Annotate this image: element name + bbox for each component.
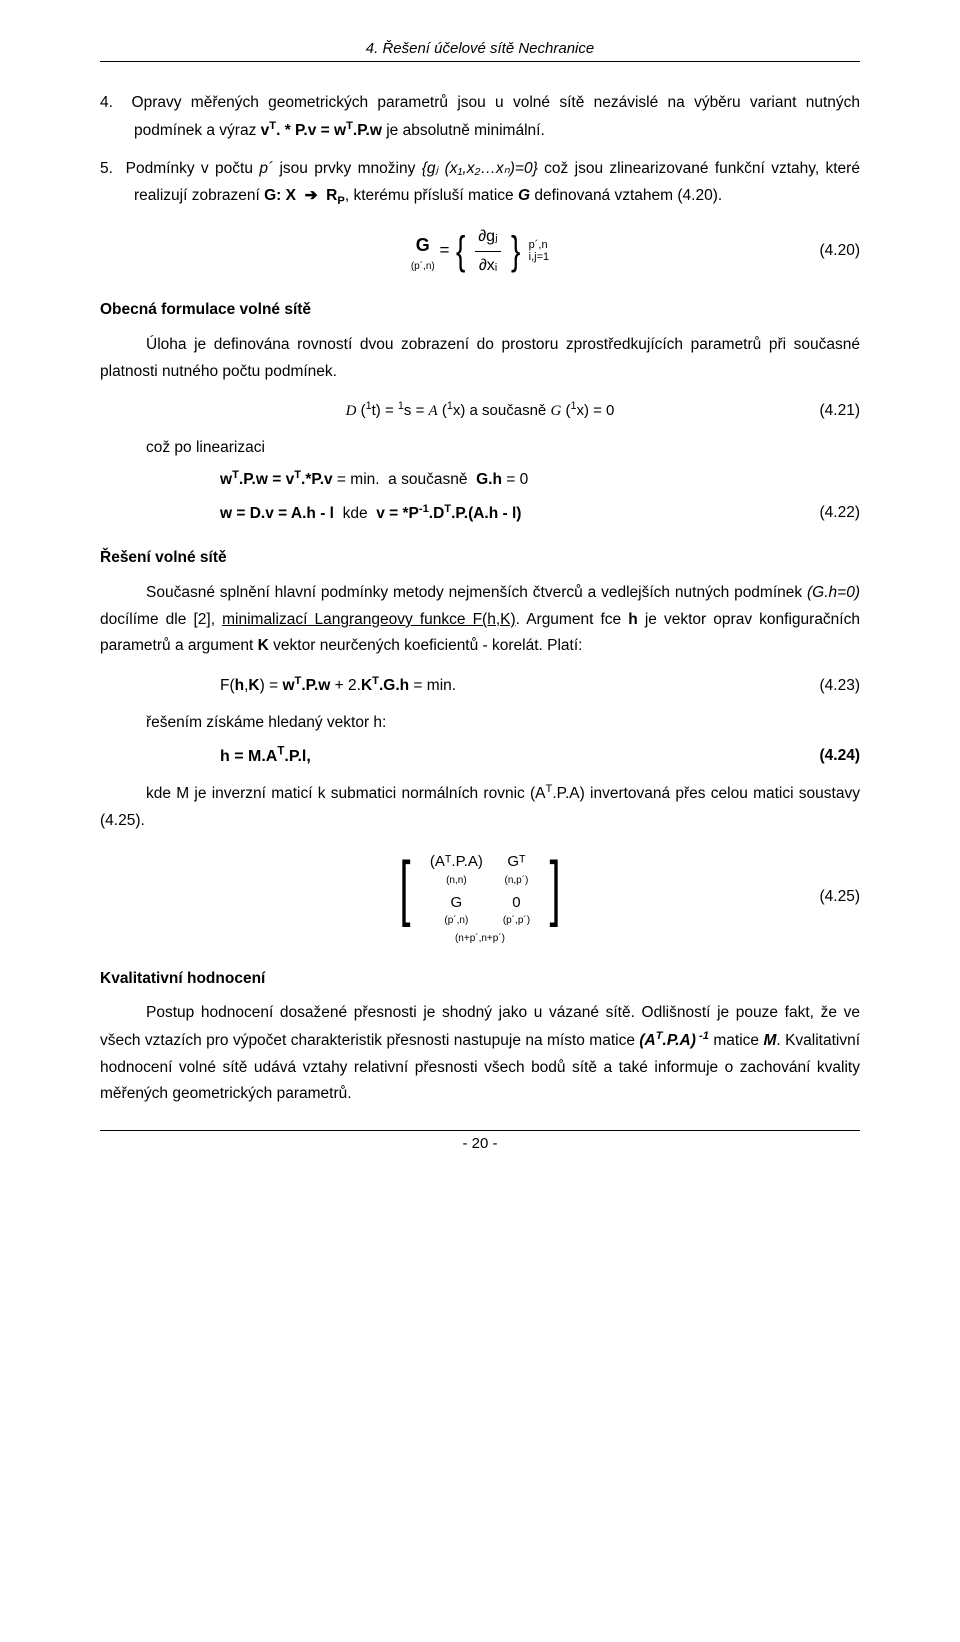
body: 4. Opravy měřených geometrických paramet…: [100, 90, 860, 1108]
eq420-brace-l: {: [456, 231, 465, 271]
heading-qualitative: Kvalitativní hodnocení: [100, 966, 860, 993]
item-5-text-b: jsou prvky množiny: [273, 160, 422, 177]
item-5-num: 5.: [100, 160, 113, 177]
qual-b: matice: [709, 1032, 763, 1049]
sol-e: vektor neurčených koeficientů - korelát.…: [269, 637, 583, 654]
eq-4-24-body: h = M.AT.P.l,: [220, 743, 790, 771]
matrix-M-para: kde M je inverzní maticí k submatici nor…: [100, 780, 860, 834]
eq-4-22-body: w = D.v = A.h - l kde v = *P-1.DT.P.(A.h…: [220, 500, 790, 528]
eq425-matrix: (Aᵀ.P.A) (n,n) Gᵀ (n,p´) G: [420, 847, 540, 929]
eq425-12: Gᵀ: [507, 853, 525, 870]
footer-rule: [100, 1130, 860, 1131]
sol-gh0: (G.h=0): [807, 584, 860, 601]
heading-free-formulation: Obecná formulace volné sítě: [100, 297, 860, 324]
list-item-4: 4. Opravy měřených geometrických paramet…: [100, 90, 860, 144]
mpara-a: kde M je inverzní maticí k submatici nor…: [146, 786, 546, 803]
eq425-11: (Aᵀ.P.A): [430, 853, 483, 870]
equation-4-24: h = M.AT.P.l, (4.24): [100, 743, 860, 771]
item-5-map: G: X ➔ RP: [264, 187, 345, 204]
eq-min-line: wT.P.w = vT.*P.v = min. a současně G.h =…: [100, 466, 860, 494]
eq-4-20-num: (4.20): [790, 238, 860, 265]
list-item-5: 5. Podmínky v počtu p´ jsou prvky množin…: [100, 156, 860, 211]
item-5-set: {gⱼ (x₁,x₂…xₙ)=0}: [422, 160, 538, 177]
sol-b: docílíme dle [2],: [100, 611, 222, 628]
eq420-G: G: [416, 235, 430, 255]
equation-4-25: [ (Aᵀ.P.A) (n,n) Gᵀ (n,p´): [100, 847, 860, 948]
sol-c: . Argument fce: [516, 611, 629, 628]
free-form-para: Úloha je definována rovností dvou zobraz…: [100, 332, 860, 385]
eq-4-24-num: (4.24): [790, 743, 860, 770]
eq-4-21-num: (4.21): [790, 398, 860, 425]
sol-k: K: [258, 637, 269, 654]
page-header: 4. Řešení účelové sítě Nechranice: [100, 40, 860, 57]
header-rule: [100, 61, 860, 62]
eq420-G-dim: (p´,n): [411, 262, 435, 272]
eq-4-20-body: G (p´,n) = { ∂gⱼ ∂xᵢ } p´,n i,j=1: [170, 223, 790, 279]
eq-4-22-num: (4.22): [790, 500, 860, 527]
item-5-G: G: [518, 187, 530, 204]
qual-mat1: (AT.P.A) -1: [639, 1032, 709, 1049]
sol-a: Současné splnění hlavní podmínky metody …: [146, 584, 807, 601]
eq-4-23-num: (4.23): [790, 673, 860, 700]
eq-4-23-body: F(h,K) = wT.P.w + 2.KT.G.h = min.: [220, 672, 790, 700]
page-footer: - 20 -: [100, 1135, 860, 1152]
eq420-eq: =: [439, 241, 454, 260]
equation-4-23: F(h,K) = wT.P.w + 2.KT.G.h = min. (4.23): [100, 672, 860, 700]
item-4-text-b: je absolutně minimální.: [386, 122, 545, 139]
eq425-22-dim: (p´,p´): [503, 916, 530, 926]
sol-min: minimalizací Langrangeovy funkce F(h,K): [222, 611, 516, 628]
equation-4-20: G (p´,n) = { ∂gⱼ ∂xᵢ } p´,n i,j=1 (4.20): [100, 223, 860, 279]
eq420-sub: i,j=1: [529, 251, 550, 263]
item-4-expr: vT. * P.v = wT.P.w: [261, 122, 382, 139]
solution-para: Současné splnění hlavní podmínky metody …: [100, 580, 860, 660]
heading-free-solution: Řešení volné sítě: [100, 545, 860, 572]
equation-4-22: w = D.v = A.h - l kde v = *P-1.DT.P.(A.h…: [100, 500, 860, 528]
eq-4-25-body: [ (Aᵀ.P.A) (n,n) Gᵀ (n,p´): [170, 847, 790, 948]
eq-4-21-body: D (1t) = 1s = A (1x) a současně G (1x) =…: [170, 397, 790, 425]
sol-h: h: [628, 611, 637, 628]
eq420-brace-r: }: [511, 231, 520, 271]
item-5-pprime: p´: [259, 160, 273, 177]
item-5-text-d: , kterému přísluší matice: [345, 187, 518, 204]
item-5-text-e: definovaná vztahem (4.20).: [530, 187, 722, 204]
solution-result-line: řešením získáme hledaný vektor h:: [100, 710, 860, 737]
after-linearization: což po linearizaci: [100, 435, 860, 462]
item-4-num: 4.: [100, 94, 113, 111]
eq425-12-dim: (n,p´): [503, 876, 530, 886]
item-5-text-a: Podmínky v počtu: [126, 160, 260, 177]
eq420-num: ∂gⱼ: [475, 223, 501, 252]
eq425-outer-dim: (n+p´,n+p´): [395, 930, 565, 947]
eq425-11-dim: (n,n): [430, 876, 483, 886]
eq420-den: ∂xᵢ: [475, 252, 501, 280]
eq425-22: 0: [512, 894, 520, 911]
eq425-21-dim: (p´,n): [430, 916, 483, 926]
eq420-sup: p´,n: [529, 239, 550, 251]
qualitative-para: Postup hodnocení dosažené přesnosti je s…: [100, 1000, 860, 1108]
qual-mat2: M: [763, 1032, 776, 1049]
eq-4-25-num: (4.25): [790, 884, 860, 911]
equation-4-21: D (1t) = 1s = A (1x) a současně G (1x) =…: [100, 397, 860, 425]
page: 4. Řešení účelové sítě Nechranice 4. Opr…: [0, 0, 960, 1642]
eq425-21: G: [451, 894, 463, 911]
